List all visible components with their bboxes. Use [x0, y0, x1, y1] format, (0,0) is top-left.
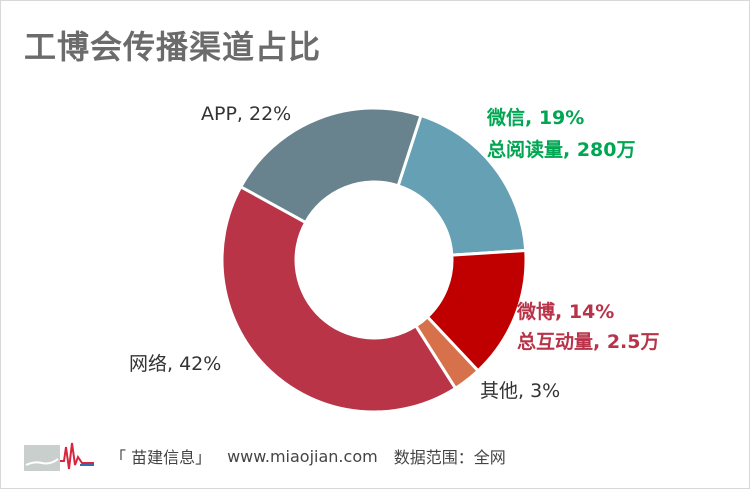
miaojian-logo-icon: [24, 442, 94, 471]
footer-website: www.miaojian.com: [227, 446, 378, 466]
slice-label-weixin: 微信, 19%: [486, 106, 584, 129]
footer: 「 苗建信息」 www.miaojian.com 数据范围：全网: [24, 438, 522, 474]
slice-label-weibo: 微博, 14%: [516, 300, 614, 323]
footer-scope: 数据范围：全网: [393, 448, 506, 467]
footer-source: 「 苗建信息」: [110, 448, 212, 467]
slice-note-weibo: 总互动量, 2.5万: [517, 330, 660, 353]
chart-title: 工博会传播渠道占比: [24, 28, 322, 66]
slice-label-app: APP, 22%: [201, 103, 291, 125]
slice-label-other: 其他, 3%: [480, 380, 560, 402]
slice-微信: [396, 113, 528, 257]
slice-网络: [220, 184, 458, 414]
slice-APP: [238, 106, 423, 225]
slice-label-network: 网络, 42%: [129, 353, 221, 375]
slice-note-weixin: 总阅读量, 280万: [487, 138, 636, 161]
slices-group: [220, 106, 528, 414]
